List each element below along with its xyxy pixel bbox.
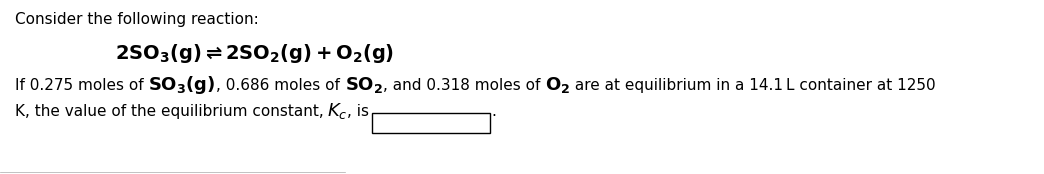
Text: $\mathit{K_c}$: $\mathit{K_c}$ — [327, 101, 348, 121]
Text: $\mathbf{O_2}$: $\mathbf{O_2}$ — [545, 75, 570, 95]
Text: , 0.686 moles of: , 0.686 moles of — [216, 78, 345, 93]
FancyBboxPatch shape — [373, 113, 491, 133]
Text: , is: , is — [348, 104, 373, 119]
Text: Consider the following reaction:: Consider the following reaction: — [15, 12, 259, 27]
Text: .: . — [492, 104, 496, 119]
Text: $\mathbf{2SO_3(g) \rightleftharpoons 2SO_2(g) + O_2(g)}$: $\mathbf{2SO_3(g) \rightleftharpoons 2SO… — [115, 42, 395, 65]
Text: are at equilibrium in a 14.1 L container at 1250: are at equilibrium in a 14.1 L container… — [570, 78, 936, 93]
Text: , and 0.318 moles of: , and 0.318 moles of — [383, 78, 545, 93]
Text: $\mathbf{SO_2}$: $\mathbf{SO_2}$ — [345, 75, 383, 95]
Text: K, the value of the equilibrium constant,: K, the value of the equilibrium constant… — [15, 104, 327, 119]
Text: If 0.275 moles of: If 0.275 moles of — [15, 78, 148, 93]
Text: $\mathbf{SO_3(g)}$: $\mathbf{SO_3(g)}$ — [148, 74, 216, 96]
